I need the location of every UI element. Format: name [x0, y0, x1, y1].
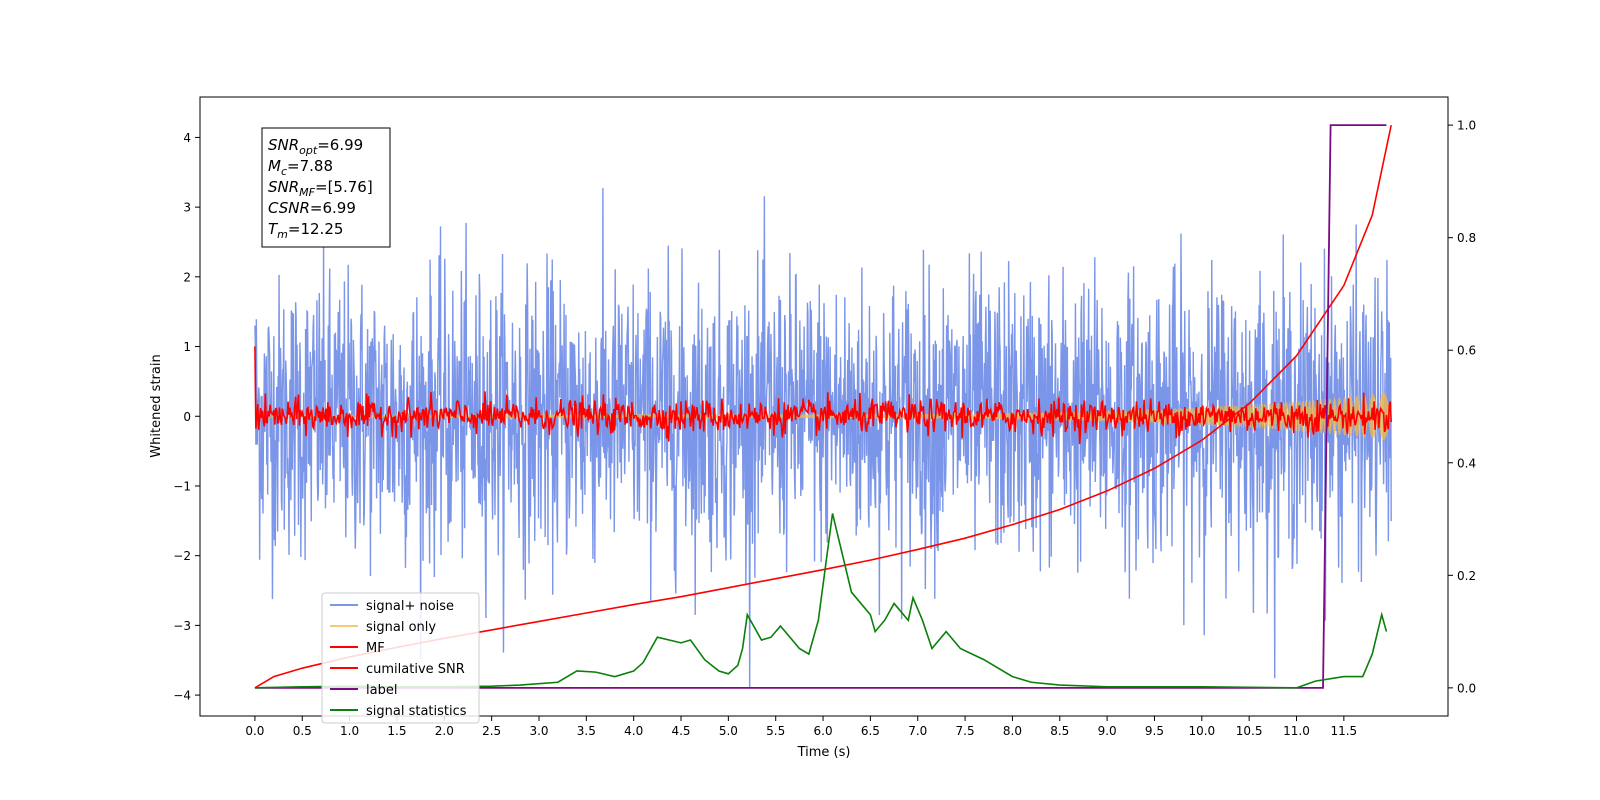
x-axis-label: Time (s): [797, 745, 851, 760]
x-tick-label: 6.0: [814, 724, 833, 738]
legend-entry-label: label: [366, 683, 397, 698]
legend-entry-label: signal statistics: [366, 704, 467, 719]
legend-entry-label: MF: [366, 641, 385, 656]
y-tick-label: 1: [183, 340, 191, 354]
y2-tick-label: 0.4: [1457, 456, 1476, 470]
x-tick-label: 7.0: [908, 724, 927, 738]
x-tick-label: 4.0: [624, 724, 643, 738]
x-tick-label: 2.5: [482, 724, 501, 738]
x-tick-label: 3.5: [577, 724, 596, 738]
x-tick-label: 10.5: [1236, 724, 1263, 738]
x-tick-label: 4.5: [671, 724, 690, 738]
x-tick-label: 7.5: [956, 724, 975, 738]
annotation-line: CSNR=6.99: [268, 199, 356, 217]
series-label-line: [254, 124, 1387, 689]
y-axis: −4 −3 −2 −1 0 1 2 3 4: [173, 131, 200, 703]
y-tick-label: −4: [173, 689, 191, 703]
x-tick-label: 11.0: [1283, 724, 1310, 738]
annotation-line: SNRopt=6.99: [268, 136, 363, 157]
annotation-line: Tm=12.25: [268, 220, 343, 241]
y2-tick-label: 1.0: [1457, 119, 1476, 133]
legend-entry-label: signal+ noise: [366, 599, 454, 614]
x-tick-label: 8.5: [1050, 724, 1069, 738]
legend-entry-label: cumilative SNR: [366, 662, 465, 677]
x-tick-label: 0.0: [245, 724, 264, 738]
annotation-frame: [261, 127, 391, 248]
x-tick-label: 1.5: [387, 724, 406, 738]
x-tick-label: 5.5: [766, 724, 785, 738]
legend: signal+ noise signal only MF cumilative SNR…: [321, 592, 480, 724]
y-tick-label: 0: [183, 410, 191, 424]
legend-frame: [321, 592, 480, 724]
y2-axis: 0.0 0.2 0.4 0.6 0.8 1.0: [1448, 119, 1476, 695]
y-tick-label: −3: [173, 619, 191, 633]
series-signal-statistics-line: [254, 513, 1388, 689]
x-tick-label: 8.0: [1003, 724, 1022, 738]
x-tick-label: 0.5: [293, 724, 312, 738]
y-tick-label: −1: [173, 479, 191, 493]
y-tick-label: 4: [183, 131, 191, 145]
plot-frame: [199, 96, 1449, 717]
y2-tick-label: 0.6: [1457, 344, 1476, 358]
series-mf-line: [254, 346, 1392, 445]
x-tick-label: 2.0: [435, 724, 454, 738]
x-tick-label: 1.0: [340, 724, 359, 738]
y-tick-label: 2: [183, 270, 191, 284]
y-tick-label: −2: [173, 549, 191, 563]
legend-entry-label: signal only: [366, 620, 436, 635]
y-tick-label: 3: [183, 201, 191, 215]
x-tick-label: 3.0: [529, 724, 548, 738]
y2-tick-label: 0.8: [1457, 231, 1476, 245]
x-tick-label: 6.5: [861, 724, 880, 738]
annotation-line: SNRMF=[5.76]: [268, 178, 373, 199]
x-tick-label: 10.0: [1188, 724, 1215, 738]
y2-tick-label: 0.2: [1457, 569, 1476, 583]
x-tick-label: 9.0: [1098, 724, 1117, 738]
x-tick-label: 9.5: [1145, 724, 1164, 738]
x-tick-label: 11.5: [1330, 724, 1357, 738]
y2-tick-label: 0.0: [1457, 681, 1476, 695]
annotation-line: Mc=7.88: [268, 157, 333, 178]
x-tick-label: 5.0: [719, 724, 738, 738]
series-signal-noise-line: [254, 187, 1392, 689]
y-axis-label: Whitened strain: [149, 354, 164, 457]
x-axis: 0.0 0.5 1.0 1.5 2.0 2.5 3.0 3.5 4.0 4.5 5.0 5.5 6.0 6…: [245, 716, 1357, 738]
